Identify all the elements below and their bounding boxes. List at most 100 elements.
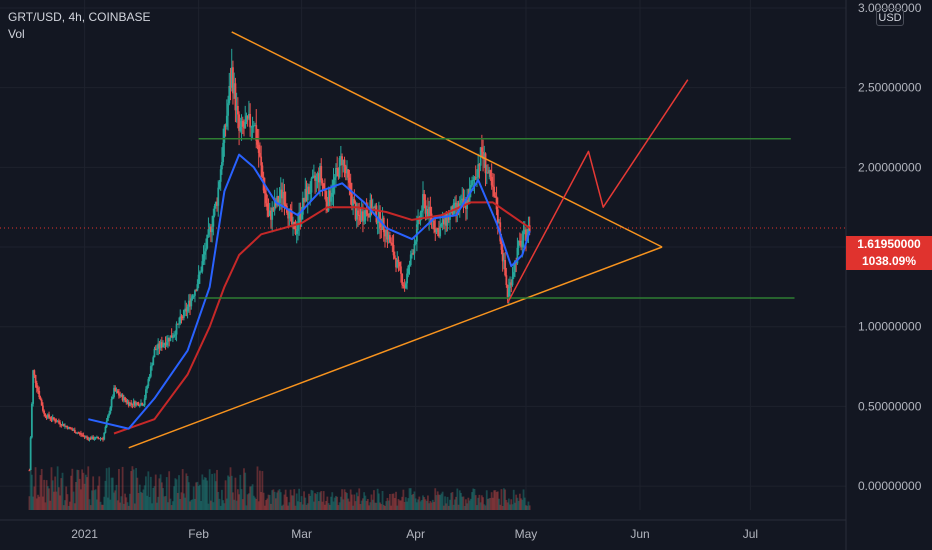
volume-bar <box>358 488 361 510</box>
candle-body <box>364 210 367 221</box>
candle-body <box>344 166 347 174</box>
volume-bar <box>442 505 445 510</box>
volume-bar <box>245 505 248 510</box>
candle-body <box>375 205 378 223</box>
symbol-title[interactable]: GRT/USD, 4h, COINBASE <box>8 10 151 24</box>
volume-bar <box>349 489 352 510</box>
candle-body <box>208 226 211 230</box>
volume-bar <box>94 489 97 510</box>
candle-body <box>447 216 450 220</box>
candle-body <box>300 214 303 220</box>
volume-bar <box>474 495 477 510</box>
candle-body <box>124 397 126 401</box>
candle-body <box>196 284 199 291</box>
volume-bar <box>133 503 136 510</box>
candle-body <box>261 165 264 177</box>
volume-bar <box>516 497 519 510</box>
volume-bar <box>471 492 473 510</box>
volume-bar <box>444 496 446 510</box>
volume-bar <box>379 502 381 510</box>
volume-bar <box>480 495 483 510</box>
volume-bar <box>195 482 198 510</box>
y-tick-label: 1.00000000 <box>858 320 922 334</box>
volume-bar <box>131 466 134 510</box>
volume-bar <box>420 500 423 510</box>
volume-bar <box>153 486 156 510</box>
volume-bar <box>77 470 80 510</box>
volume-bar <box>61 472 64 510</box>
volume-bar <box>479 502 482 510</box>
volume-bar <box>385 501 388 510</box>
candle-body <box>309 192 312 195</box>
candle-body <box>120 394 123 397</box>
volume-bar <box>227 475 229 510</box>
x-tick-label: 2021 <box>71 527 98 541</box>
volume-bar <box>354 501 357 510</box>
volume-bar <box>200 501 202 510</box>
volume-bar <box>520 498 522 510</box>
candle-body <box>284 204 287 207</box>
volume-bar <box>50 467 53 510</box>
volume-bar <box>145 476 147 510</box>
volume-bar <box>324 504 326 510</box>
candle-body <box>83 435 86 437</box>
candle-body <box>279 189 282 199</box>
volume-bar <box>452 504 455 510</box>
candle-body <box>255 125 258 141</box>
candle-body <box>133 401 136 406</box>
candle-body <box>438 229 440 237</box>
volume-bar <box>84 474 87 510</box>
volume-bar <box>423 497 426 510</box>
volume-bar <box>40 468 43 510</box>
volume-bar <box>191 499 194 510</box>
volume-bar <box>180 492 183 510</box>
candle-body <box>56 421 59 423</box>
candle-body <box>64 425 66 427</box>
candle-body <box>143 398 146 406</box>
y-tick-label: 2.00000000 <box>858 160 922 174</box>
volume-bar <box>185 473 188 510</box>
volume-bar <box>368 505 370 510</box>
candle-body <box>111 396 114 399</box>
volume-bar <box>192 486 195 510</box>
candle-body <box>115 390 118 392</box>
volume-bar <box>441 491 444 510</box>
candle-body <box>272 207 275 211</box>
volume-bar <box>183 493 185 510</box>
currency-button[interactable]: USD <box>876 8 904 26</box>
candle-body <box>106 415 109 421</box>
candle-body <box>317 173 320 183</box>
volume-bar <box>319 492 321 510</box>
candle-body <box>221 162 223 170</box>
candle-body <box>251 126 254 128</box>
candle-body <box>141 403 144 406</box>
volume-bar <box>223 503 226 510</box>
candle-body <box>186 306 189 312</box>
volume-bar <box>28 496 31 510</box>
volume-bar <box>196 481 199 510</box>
volume-bar <box>263 505 266 510</box>
volume-bar <box>469 498 472 510</box>
volume-bar <box>261 471 264 510</box>
volume-bar <box>76 469 79 510</box>
volume-bar <box>254 497 256 510</box>
candle-body <box>136 402 139 404</box>
volume-indicator-label[interactable]: Vol <box>8 27 25 41</box>
volume-bar <box>295 493 298 510</box>
volume-bar <box>326 496 329 510</box>
chart-legend: GRT/USD, 4h, COINBASE Vol <box>8 9 150 43</box>
candle-body <box>55 421 58 423</box>
candle-body <box>202 254 205 262</box>
candle-body <box>44 413 47 417</box>
volume-bar <box>333 497 336 510</box>
volume-bar <box>32 496 35 510</box>
candle-body <box>388 235 391 243</box>
volume-bar <box>402 489 405 510</box>
volume-bar <box>93 490 96 510</box>
volume-bar <box>229 467 232 510</box>
volume-bar <box>53 491 55 510</box>
volume-bar <box>216 469 218 510</box>
candle-body <box>179 316 182 324</box>
